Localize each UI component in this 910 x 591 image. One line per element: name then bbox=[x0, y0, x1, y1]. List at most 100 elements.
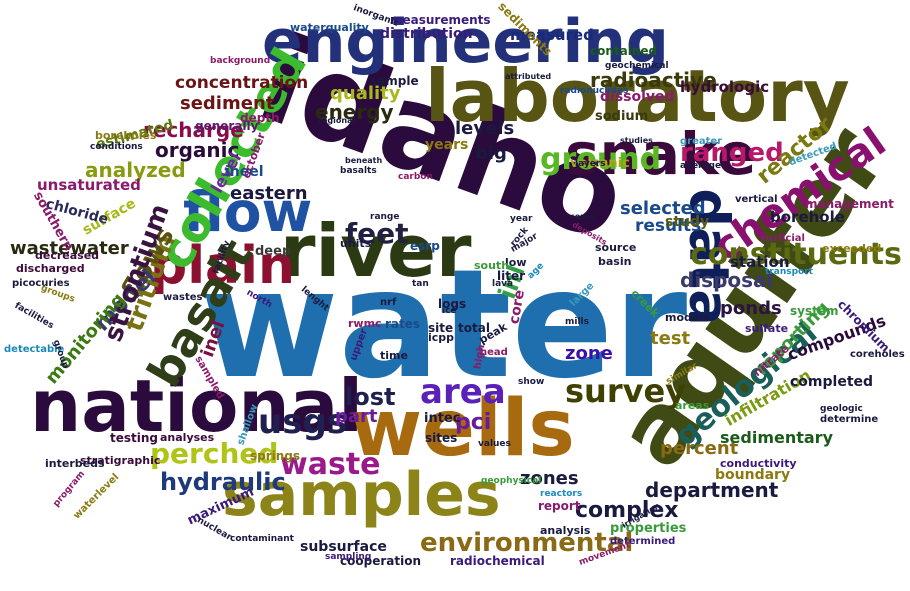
word-decreased: decreased bbox=[35, 249, 100, 262]
word-borehole: borehole bbox=[770, 208, 845, 226]
word-survey: survey bbox=[565, 372, 687, 410]
word-geologic: geologic bbox=[820, 404, 863, 414]
word-determine: determine bbox=[820, 414, 879, 425]
word-testing: testing bbox=[110, 431, 158, 445]
word-environmental: environmental bbox=[420, 528, 634, 558]
word-attributed: attributed bbox=[505, 72, 552, 81]
word-completed: completed bbox=[790, 374, 874, 390]
word-engineering: engineering bbox=[262, 7, 669, 77]
word-system: system bbox=[790, 304, 839, 318]
word-carbon: carbon bbox=[398, 172, 433, 182]
word-determined: determined bbox=[610, 536, 676, 547]
word-ineel: ineel bbox=[225, 164, 264, 180]
word-selected: selected bbox=[620, 198, 706, 219]
word-low: low bbox=[505, 256, 527, 269]
word-volcanic: volcanic bbox=[570, 156, 630, 171]
word-unsaturated: unsaturated bbox=[37, 176, 141, 194]
word-tan: tan bbox=[412, 279, 429, 289]
word-radionuclides: radionuclides bbox=[560, 86, 629, 96]
word-show: show bbox=[518, 377, 545, 387]
word-ground: ground bbox=[540, 142, 662, 177]
word-perched: perched bbox=[150, 437, 279, 470]
word-basalts: basalts bbox=[340, 166, 377, 176]
word-department: department bbox=[645, 478, 779, 502]
word-big: big bbox=[475, 143, 507, 164]
word-springs: springs bbox=[250, 449, 301, 463]
word-stratigraphic: stratigraphic bbox=[80, 454, 161, 467]
word-total: total bbox=[458, 321, 490, 335]
word-analyzed: analyzed bbox=[85, 158, 186, 182]
word-layers: layers bbox=[575, 159, 606, 169]
word-sulfate: sulfate bbox=[745, 322, 789, 335]
word-geophysical: geophysical bbox=[481, 476, 542, 486]
word-liter: liter bbox=[497, 269, 526, 283]
word-intec: intec bbox=[424, 411, 461, 426]
word-esrp: esrp bbox=[410, 239, 440, 253]
word-results: results bbox=[635, 216, 702, 236]
word-rwmc: rwmc bbox=[348, 317, 382, 330]
word-logs: logs bbox=[438, 297, 467, 311]
word-flow: flow bbox=[183, 180, 313, 244]
word-coreholes: coreholes bbox=[850, 349, 905, 360]
word-concentration: concentration bbox=[175, 73, 309, 93]
word-part: part bbox=[335, 406, 378, 427]
word-wells: wells bbox=[350, 384, 575, 474]
word-river: river bbox=[280, 209, 472, 293]
word-usgs: usgs bbox=[258, 402, 348, 442]
word-boreholes: boreholes bbox=[95, 129, 157, 142]
word-site: site bbox=[428, 321, 454, 335]
word-analyses: analyses bbox=[160, 431, 215, 444]
word-south: south bbox=[474, 259, 510, 272]
word-laboratory: laboratory bbox=[425, 54, 850, 138]
word-sites: sites bbox=[425, 431, 458, 445]
word-cores: cores bbox=[570, 212, 595, 221]
word-measured: measured bbox=[510, 26, 594, 44]
word-radiochemical: radiochemical bbox=[450, 554, 545, 568]
word-ponds: ponds bbox=[720, 298, 782, 319]
word-management: management bbox=[805, 197, 894, 211]
word-values: values bbox=[478, 439, 511, 449]
word-basin: basin bbox=[598, 255, 632, 268]
word-years: years bbox=[425, 137, 469, 153]
word-analysis: analysis bbox=[540, 524, 591, 537]
word-area: area bbox=[420, 372, 506, 412]
word-studies: studies bbox=[620, 136, 653, 145]
word-exceeded: exceeded bbox=[822, 242, 882, 255]
word-lava: lava bbox=[492, 279, 514, 289]
word-contained: contained bbox=[590, 44, 658, 58]
word-conductivity: conductivity bbox=[720, 457, 797, 470]
word-sedimentary: sedimentary bbox=[720, 428, 833, 447]
word-vertical: vertical bbox=[735, 194, 778, 205]
word-transport: transport bbox=[765, 267, 813, 277]
word-hydrologic: hydrologic bbox=[680, 78, 770, 96]
word-distribution: distribution bbox=[380, 26, 473, 42]
word-boundary: boundary bbox=[715, 467, 791, 483]
word-generally: generally bbox=[195, 119, 259, 133]
word-sampling: sampling bbox=[325, 552, 372, 562]
word-geochemical: geochemical bbox=[605, 61, 669, 71]
word-waste: waste bbox=[280, 447, 381, 482]
word-eastern: eastern bbox=[230, 183, 308, 204]
word-radioactive: radioactive bbox=[590, 68, 717, 92]
word-areas: areas bbox=[675, 399, 710, 412]
word-wastewater: wastewater bbox=[10, 238, 129, 259]
word-reactors: reactors bbox=[540, 489, 583, 499]
word-report: report bbox=[538, 499, 581, 513]
word-background: background bbox=[210, 56, 271, 66]
word-pci: pci bbox=[455, 410, 492, 435]
word-organic: organic bbox=[155, 138, 240, 162]
word-energy: energy bbox=[315, 100, 394, 124]
word-ice: ice bbox=[442, 306, 457, 316]
word-properties: properties bbox=[610, 521, 687, 536]
word-mills: mills bbox=[565, 317, 589, 327]
word-regional: regional bbox=[318, 116, 356, 125]
word-levels: levels bbox=[455, 118, 515, 139]
word-subsurface: subsurface bbox=[300, 539, 387, 555]
word-range: range bbox=[370, 212, 400, 222]
word-models: models bbox=[665, 311, 710, 324]
word-hydraulic: hydraulic bbox=[160, 468, 286, 496]
word-feet: feet bbox=[345, 217, 409, 250]
word-study: study bbox=[665, 214, 710, 230]
word-conditions: conditions bbox=[90, 142, 143, 152]
